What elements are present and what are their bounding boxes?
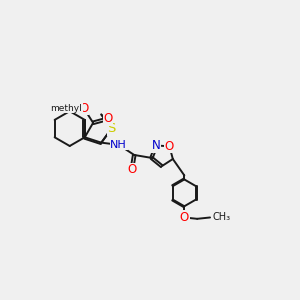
Text: O: O (180, 211, 189, 224)
Text: N: N (152, 139, 161, 152)
Text: S: S (107, 122, 116, 135)
Text: O: O (127, 163, 136, 176)
Text: CH₃: CH₃ (213, 212, 231, 223)
Text: O: O (165, 140, 174, 153)
Text: O: O (103, 112, 112, 125)
Text: O: O (79, 102, 88, 115)
Text: NH: NH (110, 140, 127, 150)
Text: methyl: methyl (50, 103, 82, 112)
